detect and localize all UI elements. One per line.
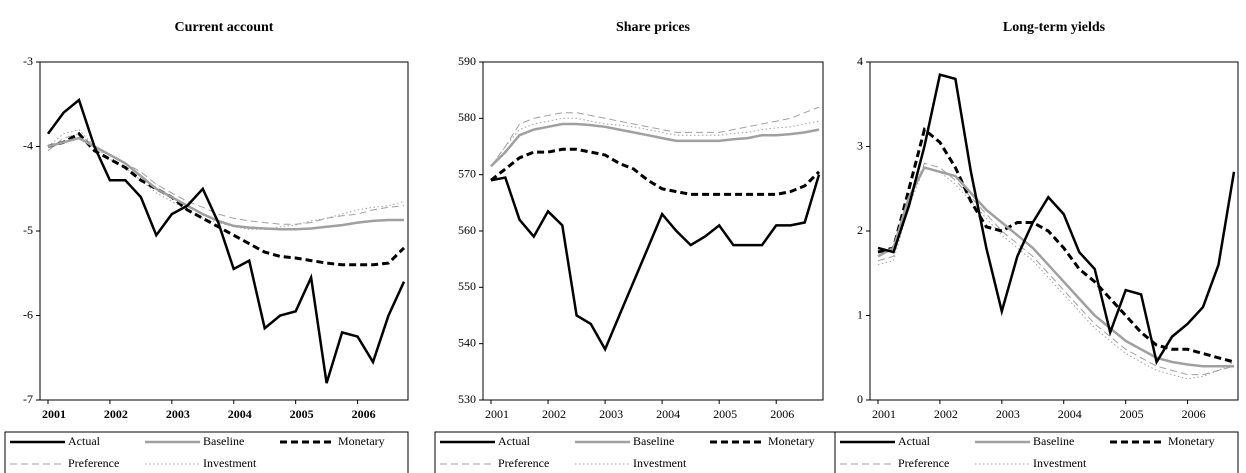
series-line bbox=[47, 136, 404, 231]
x-tick-label: 2003 bbox=[166, 407, 190, 421]
legend-label: Actual bbox=[68, 434, 101, 448]
x-tick-label: 2002 bbox=[934, 407, 958, 421]
chart-title: Current account bbox=[175, 20, 274, 35]
y-tick-label: 580 bbox=[458, 110, 476, 124]
x-tick-label: 2006 bbox=[770, 407, 794, 421]
legend-label: Investment bbox=[1033, 456, 1087, 470]
series-line bbox=[47, 129, 405, 230]
x-tick-label: 2001 bbox=[485, 407, 509, 421]
x-tick-label: 2001 bbox=[42, 407, 66, 421]
series-line bbox=[490, 117, 820, 167]
series-line bbox=[490, 147, 821, 196]
legend-label: Preference bbox=[68, 456, 119, 470]
x-tick-label: 2004 bbox=[656, 407, 680, 421]
x-tick-label: 2002 bbox=[104, 407, 128, 421]
y-tick-label: 2 bbox=[857, 223, 863, 237]
legend-label: Baseline bbox=[633, 434, 674, 448]
y-tick-label: -4 bbox=[23, 138, 33, 152]
series-line bbox=[47, 131, 406, 267]
y-tick-label: -6 bbox=[23, 307, 33, 321]
legend-label: Investment bbox=[633, 456, 687, 470]
x-tick-label: 2003 bbox=[996, 407, 1020, 421]
y-tick-label: 4 bbox=[857, 54, 863, 68]
series-line bbox=[877, 162, 1235, 376]
chart-title: Share prices bbox=[616, 20, 691, 35]
x-tick-label: 2004 bbox=[1058, 407, 1082, 421]
x-tick-label: 2003 bbox=[599, 407, 623, 421]
legend-label: Monetary bbox=[338, 434, 385, 448]
x-tick-label: 2006 bbox=[352, 407, 376, 421]
x-tick-label: 2005 bbox=[290, 407, 314, 421]
x-tick-label: 2004 bbox=[228, 407, 252, 421]
y-tick-label: 0 bbox=[857, 392, 863, 406]
y-tick-label: 570 bbox=[458, 166, 476, 180]
x-tick-label: 2005 bbox=[1120, 407, 1144, 421]
legend-label: Preference bbox=[498, 456, 549, 470]
series-line bbox=[877, 73, 1236, 366]
y-tick-label: 1 bbox=[857, 307, 863, 321]
legend-label: Baseline bbox=[203, 434, 244, 448]
y-tick-label: 540 bbox=[458, 335, 476, 349]
y-tick-label: 560 bbox=[458, 223, 476, 237]
legend-label: Investment bbox=[203, 456, 257, 470]
x-tick-label: 2001 bbox=[872, 407, 896, 421]
x-tick-label: 2006 bbox=[1182, 407, 1206, 421]
legend-label: Monetary bbox=[768, 434, 815, 448]
y-tick-label: 3 bbox=[857, 138, 863, 152]
y-tick-label: -5 bbox=[23, 223, 33, 237]
series-line bbox=[877, 126, 1235, 364]
series-line bbox=[490, 174, 821, 353]
legend-label: Monetary bbox=[1168, 434, 1215, 448]
legend-label: Baseline bbox=[1033, 434, 1074, 448]
legend-box bbox=[434, 431, 839, 473]
y-tick-label: -7 bbox=[23, 392, 33, 406]
x-tick-label: 2005 bbox=[713, 407, 737, 421]
series-line bbox=[46, 97, 406, 384]
legend-label: Actual bbox=[898, 434, 931, 448]
legend-label: Actual bbox=[498, 434, 531, 448]
series-line bbox=[877, 167, 1235, 380]
chart-panel: Long-term yields 0 1 2 3 4 2001 2002 2003 2004 200… bbox=[834, 20, 1239, 473]
series-line bbox=[490, 122, 820, 168]
series-line bbox=[490, 106, 820, 167]
chart-panel: Current account -3 -4 -5 -6 -7 2001 2002 2003 200… bbox=[4, 20, 409, 473]
y-tick-label: 590 bbox=[458, 54, 476, 68]
series-line bbox=[47, 133, 405, 225]
y-tick-label: 530 bbox=[458, 392, 476, 406]
chart-title: Long-term yields bbox=[1003, 20, 1106, 35]
y-tick-label: -3 bbox=[23, 54, 33, 68]
x-tick-label: 2002 bbox=[542, 407, 566, 421]
series-line bbox=[877, 166, 1234, 368]
legend-box bbox=[834, 431, 1239, 473]
chart-panel: Share prices 530 540 550 560 570 580 590 2001 200… bbox=[434, 20, 839, 473]
legend-box bbox=[4, 431, 409, 473]
y-tick-label: 550 bbox=[458, 279, 476, 293]
legend-label: Preference bbox=[898, 456, 949, 470]
